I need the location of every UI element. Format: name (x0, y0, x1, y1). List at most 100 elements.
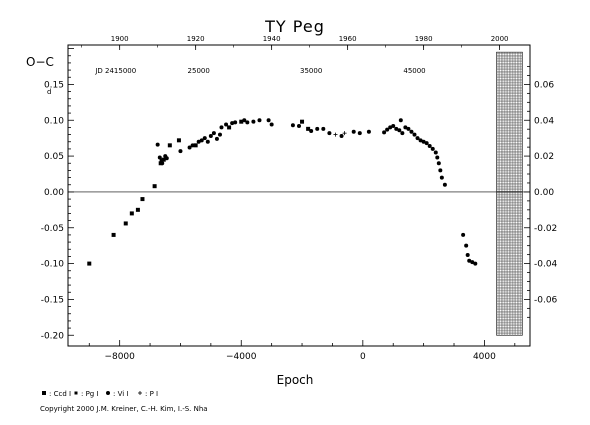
data-point-circle (415, 136, 420, 141)
data-point-square (193, 143, 198, 148)
y-tick-label-left: -0.05 (41, 224, 64, 234)
data-point-circle (251, 119, 256, 124)
y-tick-label-right: 0.00 (534, 188, 554, 198)
data-point-square (306, 126, 311, 131)
jd-label: 35000 (300, 67, 322, 75)
future-hatch-band (496, 51, 523, 336)
y-tick-label-left: -0.15 (41, 295, 64, 305)
data-point-circle (436, 161, 441, 166)
legend-label: : Pg I (81, 390, 99, 398)
data-point-circle (219, 125, 224, 130)
data-point-circle (199, 138, 204, 143)
data-point-circle (357, 131, 362, 136)
data-point-circle (339, 134, 344, 139)
data-point-circle (442, 182, 447, 187)
y-axis-unit: d (47, 88, 51, 96)
jd-labels: JD 2415000 25000 35000 45000 (94, 67, 425, 75)
y-tick-label-right: 0.06 (534, 80, 554, 90)
data-point-circle (424, 141, 429, 146)
data-point-circle (315, 126, 320, 131)
legend-small-square-icon (74, 391, 78, 395)
data-point-circle (217, 132, 222, 137)
data-point-plus (333, 132, 338, 137)
data-points (87, 118, 478, 266)
data-point-circle (269, 122, 274, 127)
data-point-circle (214, 136, 219, 141)
data-point-circle (421, 139, 426, 144)
data-point-square (123, 221, 128, 226)
top-year-label: 1900 (111, 35, 129, 43)
data-point-circle (406, 126, 411, 131)
data-point-circle (394, 126, 399, 131)
data-point-circle (164, 156, 169, 161)
data-point-square (167, 143, 172, 148)
y-tick-label-left: -0.10 (41, 260, 65, 270)
data-point-circle (439, 175, 444, 180)
legend-label: : Vi I (113, 390, 128, 398)
jd-label: 45000 (403, 67, 425, 75)
data-point-circle (297, 123, 301, 128)
y-tick-label-right: -0.06 (534, 295, 558, 305)
data-point-square (140, 197, 145, 202)
data-point-circle (433, 150, 438, 155)
data-point-square (129, 211, 134, 216)
data-point-circle (290, 123, 295, 128)
data-point-circle (321, 126, 326, 131)
top-year-label: 1920 (187, 35, 205, 43)
y-tick-label-right: -0.02 (534, 224, 557, 234)
y-tick-label-left: -0.20 (41, 331, 65, 341)
y-axis-label: O−C (26, 55, 54, 69)
y-tick-label-right: 0.02 (534, 152, 554, 162)
top-year-axis: 1900 1920 1940 1960 1980 2000 (81, 35, 509, 50)
data-point-circle (430, 146, 435, 151)
data-point-circle (397, 128, 402, 133)
data-point-square (135, 207, 140, 212)
data-point-circle (351, 129, 356, 134)
y-tick-label-right: -0.04 (534, 260, 558, 270)
copyright-text: Copyright 2000 J.M. Kreiner, C.-H. Kim, … (40, 405, 208, 413)
data-point-circle (438, 168, 443, 173)
data-point-circle (257, 118, 262, 123)
data-point-circle (245, 120, 250, 125)
legend-item: : Vi I (106, 390, 128, 398)
legend-square-icon (42, 391, 46, 395)
y-tick-label-left: 0.05 (44, 152, 64, 162)
data-point-circle (366, 129, 371, 134)
data-point-square (300, 119, 305, 124)
data-point-circle (385, 127, 390, 132)
data-point-circle (230, 121, 235, 126)
data-point-square (239, 119, 244, 124)
data-point-circle (418, 138, 423, 143)
x-tick-label: −4000 (226, 352, 257, 362)
y-axis-right: 0.06 0.04 0.02 0.00 -0.02 -0.04 -0.06 (524, 66, 558, 318)
data-point-circle (208, 134, 213, 139)
future-band-frame (496, 51, 523, 336)
data-point-circle (391, 123, 396, 128)
data-point-circle (398, 118, 403, 123)
legend-label: : P I (145, 390, 158, 398)
x-tick-label: 0 (360, 352, 366, 362)
data-point-circle (309, 129, 314, 133)
y-axis-left: 0.15 0.10 0.05 0.00 -0.05 -0.10 -0.15 -0.20 (41, 48, 74, 341)
top-year-label: 1940 (263, 35, 281, 43)
x-tick-label: 4000 (473, 352, 496, 362)
data-point-circle (400, 131, 405, 136)
data-point-square (152, 184, 157, 189)
x-tick-label: −8000 (104, 352, 135, 362)
plot-frame (67, 44, 531, 347)
y-axis-title: O−C d (26, 55, 54, 96)
data-point-circle (327, 131, 332, 136)
legend-item: : Pg I (74, 390, 99, 398)
data-point-circle (435, 155, 440, 160)
legend-item: : Ccd I (42, 390, 71, 398)
data-point-circle (467, 258, 472, 263)
data-point-circle (211, 131, 216, 136)
data-point-circle (465, 252, 470, 257)
chart-title: TY Peg (264, 17, 325, 36)
data-point-circle (155, 142, 160, 147)
data-point-square (176, 138, 181, 143)
top-year-label: 1960 (339, 35, 357, 43)
y-tick-label-right: 0.04 (534, 116, 554, 126)
data-point-circle (461, 232, 466, 237)
